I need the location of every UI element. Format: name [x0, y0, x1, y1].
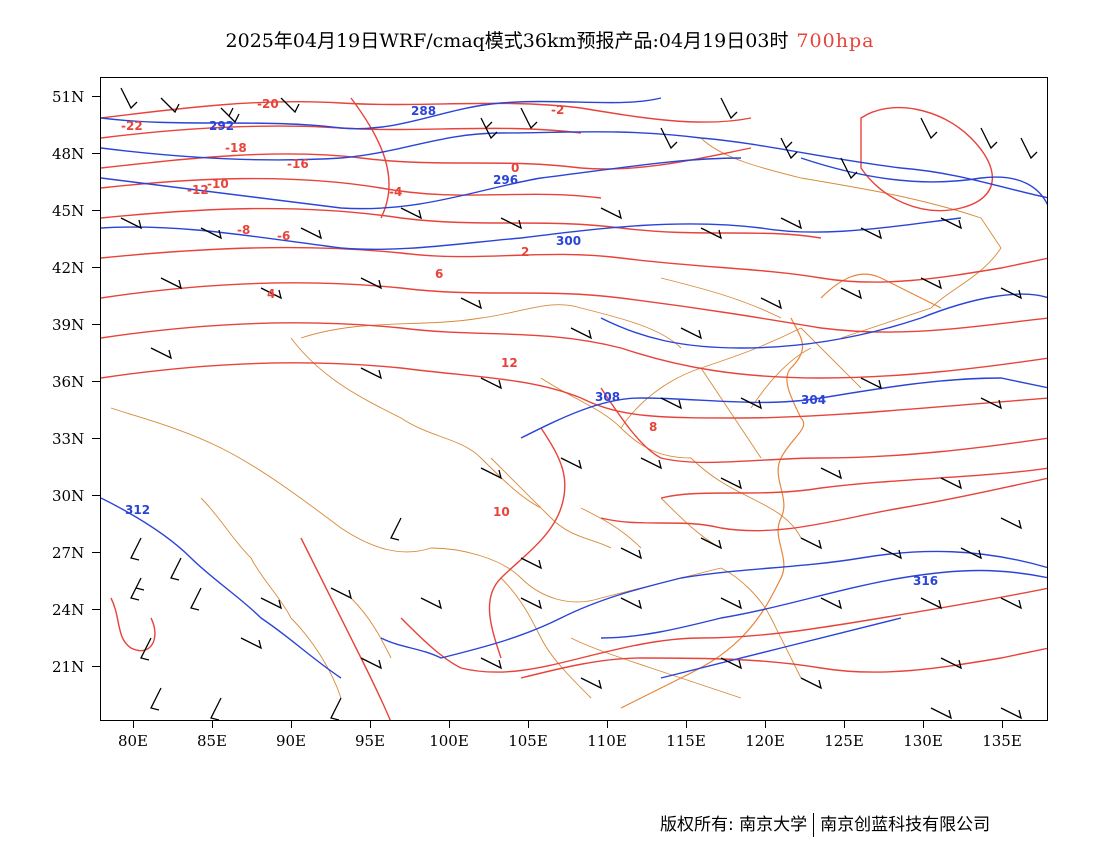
lat-tick	[92, 381, 100, 382]
geopotential-labels: 288 292 296 300 304 308 312 316	[125, 104, 938, 588]
tlabel-n16: -16	[287, 157, 309, 171]
hlabel-312: 312	[125, 503, 150, 517]
lat-tick	[92, 438, 100, 439]
lat-tick	[92, 495, 100, 496]
footer-divider	[813, 813, 815, 837]
tlabel-n10: -10	[207, 177, 229, 191]
lon-tick	[291, 721, 292, 728]
lat-tick	[92, 153, 100, 154]
weather-map[interactable]: -22 -20 -18 -16 -12 -10 -8 -6 -4 -2 0 2 …	[100, 77, 1048, 721]
lon-tick	[528, 721, 529, 728]
lon-label-135e: 135E	[982, 732, 1022, 750]
company-name: 南京创蓝科技有限公司	[820, 815, 991, 835]
temperature-labels: -22 -20 -18 -16 -12 -10 -8 -6 -4 -2 0 2 …	[121, 97, 657, 519]
wind-barbs	[120, 87, 1038, 720]
tlabel-n20: -20	[257, 97, 279, 111]
lat-label-21n: 21N	[52, 658, 85, 676]
hlabel-308: 308	[595, 390, 620, 404]
temperature-contours	[101, 97, 1047, 720]
geopotential-contours	[101, 97, 1047, 679]
lat-label-48n: 48N	[52, 145, 85, 163]
tlabel-2: 2	[521, 245, 529, 259]
lon-label-95e: 95E	[354, 732, 386, 750]
lon-tick	[765, 721, 766, 728]
map-title: 2025年04月19日WRF/cmaq模式36km预报产品:04月19日03时 7…	[0, 26, 1100, 53]
lat-label-39n: 39N	[52, 316, 85, 334]
hlabel-300: 300	[556, 234, 581, 248]
lon-label-115e: 115E	[666, 732, 706, 750]
lat-tick	[92, 267, 100, 268]
tlabel-n2: -2	[551, 103, 564, 117]
lat-label-42n: 42N	[52, 259, 85, 277]
lon-tick	[133, 721, 134, 728]
lat-label-45n: 45N	[52, 202, 85, 220]
lat-label-51n: 51N	[52, 88, 85, 106]
lon-tick	[923, 721, 924, 728]
lon-tick	[686, 721, 687, 728]
lat-tick	[92, 210, 100, 211]
tlabel-n4: -4	[389, 185, 402, 199]
lat-label-27n: 27N	[52, 544, 85, 562]
tlabel-n6: -6	[277, 229, 290, 243]
tlabel-0: 0	[511, 161, 519, 175]
hlabel-288: 288	[411, 104, 436, 118]
lon-label-100e: 100E	[429, 732, 469, 750]
lat-tick	[92, 552, 100, 553]
lon-label-105e: 105E	[508, 732, 548, 750]
lat-tick	[92, 609, 100, 610]
lat-tick	[92, 96, 100, 97]
lon-tick	[844, 721, 845, 728]
lon-tick	[212, 721, 213, 728]
lon-tick	[449, 721, 450, 728]
tlabel-6: 6	[435, 267, 443, 281]
map-canvas: -22 -20 -18 -16 -12 -10 -8 -6 -4 -2 0 2 …	[101, 87, 1047, 720]
lon-label-120e: 120E	[745, 732, 785, 750]
title-level: 700hpa	[796, 30, 875, 52]
lon-label-125e: 125E	[824, 732, 864, 750]
lat-label-24n: 24N	[52, 601, 85, 619]
tlabel-n12: -12	[187, 183, 209, 197]
tlabel-8: 8	[649, 420, 657, 434]
lon-label-80e: 80E	[117, 732, 149, 750]
tlabel-n18: -18	[225, 141, 247, 155]
hlabel-296: 296	[493, 173, 518, 187]
lon-label-130e: 130E	[903, 732, 943, 750]
hlabel-316: 316	[913, 574, 938, 588]
coastline	[620, 273, 942, 709]
copyright-text: 版权所有: 南京大学	[660, 815, 808, 835]
lon-label-110e: 110E	[587, 732, 627, 750]
hlabel-304: 304	[801, 393, 826, 407]
tlabel-n8: -8	[237, 223, 250, 237]
lat-label-30n: 30N	[52, 487, 85, 505]
lat-tick	[92, 666, 100, 667]
tlabel-n22: -22	[121, 119, 143, 133]
lon-tick	[1002, 721, 1003, 728]
hlabel-292: 292	[209, 119, 234, 133]
title-main: 2025年04月19日WRF/cmaq模式36km预报产品:04月19日03时	[225, 30, 789, 52]
tlabel-4: 4	[267, 287, 275, 301]
tlabel-12: 12	[501, 356, 518, 370]
lon-tick	[607, 721, 608, 728]
lat-tick	[92, 324, 100, 325]
lat-label-33n: 33N	[52, 430, 85, 448]
borders	[110, 137, 1002, 699]
lat-label-36n: 36N	[52, 373, 85, 391]
tlabel-10: 10	[493, 505, 510, 519]
copyright-footer: 版权所有: 南京大学 南京创蓝科技有限公司	[660, 810, 990, 837]
lon-label-85e: 85E	[196, 732, 228, 750]
lon-tick	[370, 721, 371, 728]
lon-label-90e: 90E	[275, 732, 307, 750]
